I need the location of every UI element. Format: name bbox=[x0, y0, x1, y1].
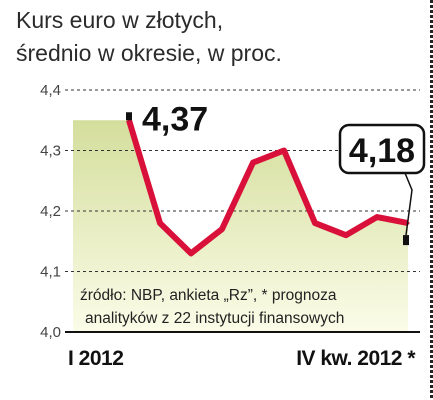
x-label-first: I 2012 bbox=[68, 347, 124, 370]
chart-title: Kurs euro w złotych, średnio w okresie, … bbox=[16, 4, 416, 70]
source-line-2: analityków z 22 instytucji finansowych bbox=[85, 310, 345, 327]
data-point bbox=[220, 227, 224, 231]
right-border-rule bbox=[430, 0, 433, 400]
last-value-marker bbox=[403, 235, 409, 246]
first-value-marker bbox=[126, 112, 132, 121]
data-point bbox=[251, 161, 255, 165]
last-value-box bbox=[338, 123, 426, 175]
area-fill bbox=[73, 120, 408, 332]
source-line-1: źródło: NBP, ankieta „Rz”, * prognoza bbox=[80, 287, 337, 304]
data-point bbox=[375, 215, 379, 219]
data-point bbox=[189, 251, 193, 255]
y-tick-label: 4,2 bbox=[40, 203, 61, 220]
y-tick-label: 4,3 bbox=[40, 143, 61, 160]
x-label-last: IV kw. 2012 * bbox=[296, 347, 415, 370]
data-point bbox=[158, 221, 162, 225]
y-tick-label: 4,1 bbox=[40, 264, 61, 281]
title-line-1: Kurs euro w złotych, bbox=[16, 7, 224, 33]
data-point bbox=[313, 221, 317, 225]
y-tick-label: 4,0 bbox=[40, 324, 61, 341]
series-line bbox=[126, 119, 409, 257]
last-value-leader bbox=[404, 172, 413, 236]
source-note: źródło: NBP, ankieta „Rz”, * prognoza an… bbox=[60, 284, 420, 330]
data-point bbox=[344, 233, 348, 237]
y-tick-label: 4,4 bbox=[40, 82, 61, 99]
title-line-2: średnio w okresie, w proc. bbox=[16, 40, 282, 66]
first-value-label: 4,37 bbox=[142, 100, 208, 138]
data-point bbox=[282, 149, 286, 152]
last-value-label: 4,18 bbox=[349, 132, 415, 170]
